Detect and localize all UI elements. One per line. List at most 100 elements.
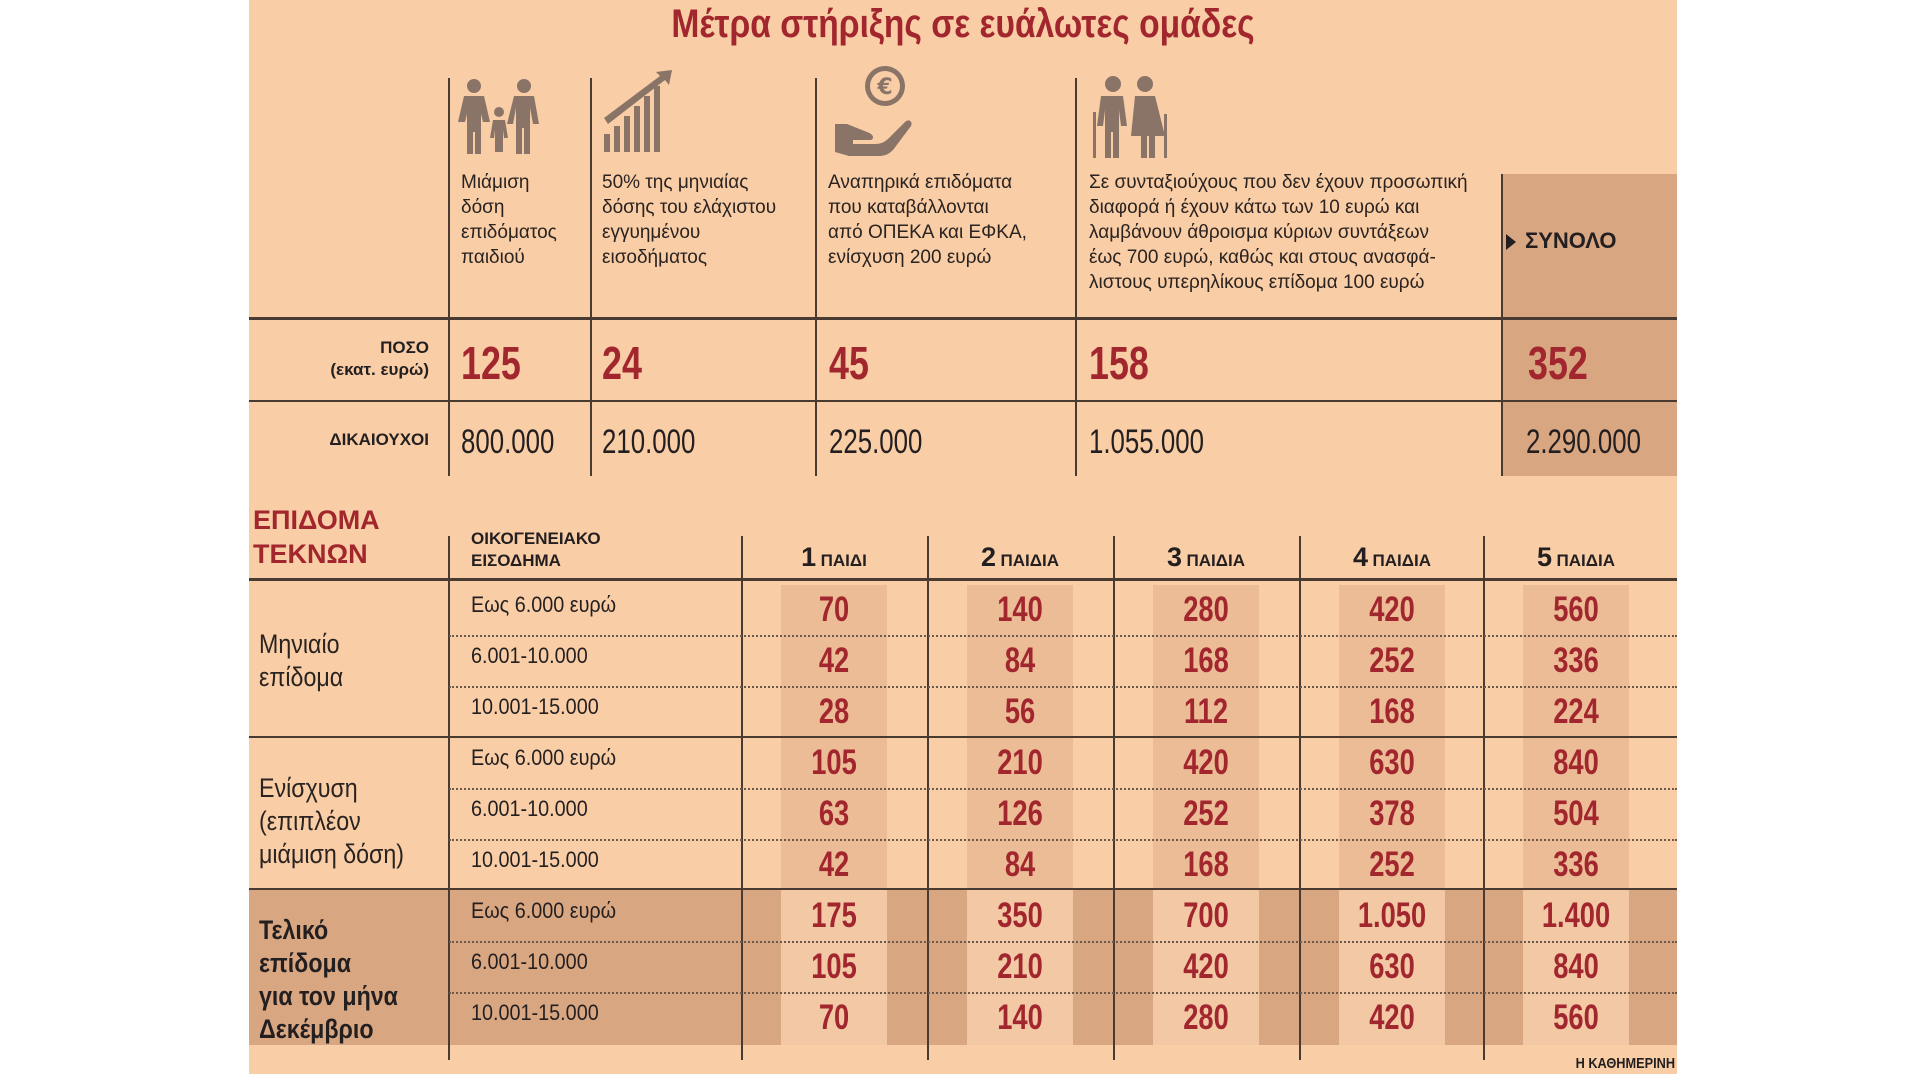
benefit-value: 280	[1183, 590, 1229, 629]
children-header-4: 4 ΠΑΙΔΙΑ	[1299, 540, 1485, 579]
beneficiaries-row-label: ΔΙΚΑΙΟΥΧΟΙ	[329, 430, 429, 449]
divider	[1483, 536, 1485, 1060]
header-rule	[249, 317, 1677, 320]
pointer-icon	[1506, 234, 1516, 250]
benefit-value: 350	[997, 896, 1043, 935]
benefit-value: 105	[811, 743, 857, 782]
divider	[927, 536, 929, 1060]
benefit-value: 378	[1369, 794, 1415, 833]
row-separator	[449, 788, 1677, 790]
final-benefit-band	[249, 888, 1677, 1045]
value-column-shade	[781, 888, 887, 1045]
infographic-title: Μέτρα στήριξης σε ευάλωτες ομάδες	[671, 2, 1255, 46]
children-word: ΠΑΙΔΙΑ	[1372, 551, 1431, 570]
growth-chart-icon	[604, 70, 672, 152]
children-word: ΠΑΙΔΙ	[820, 551, 867, 570]
benefit-value: 630	[1369, 743, 1415, 782]
group-rule	[249, 736, 1677, 738]
income-column-header: ΟΙΚΟΓΕΝΕΙΑΚΟ ΕΙΣΟΔΗΜΑ	[471, 528, 601, 572]
family-icon	[458, 79, 539, 154]
children-count: 4	[1353, 542, 1369, 572]
child-header-rule	[249, 578, 1677, 581]
source-credit: Η ΚΑΘΗΜΕΡΙΝΗ	[1575, 1055, 1675, 1072]
divider	[1113, 536, 1115, 1060]
measure-1-description: Μιάμιση δόση επιδόματος παιδιού	[461, 172, 557, 268]
benefit-value: 224	[1553, 692, 1599, 731]
benefit-value: 70	[818, 590, 850, 629]
benefit-value: 140	[997, 998, 1043, 1037]
benefit-value: 63	[818, 794, 850, 833]
children-word: ΠΑΙΔΙΑ	[1186, 551, 1245, 570]
benefit-value: 112	[1183, 692, 1229, 731]
income-bracket: 10.001-15.000	[471, 1000, 599, 1025]
benefit-value: 42	[818, 845, 850, 884]
income-bracket: Εως 6.000 ευρώ	[471, 592, 617, 617]
benefit-value: 280	[1183, 998, 1229, 1037]
value-column-shade	[967, 888, 1073, 1045]
total-column-bg	[1502, 174, 1677, 476]
children-header-1: 1 ΠΑΙΔΙ	[741, 540, 927, 579]
benefit-value: 420	[1369, 998, 1415, 1037]
benefit-value: 28	[818, 692, 850, 731]
children-header-2: 2 ΠΑΙΔΙΑ	[927, 540, 1113, 579]
benefit-value: 84	[1004, 845, 1036, 884]
income-bracket: 6.001-10.000	[471, 643, 588, 668]
income-bracket: Εως 6.000 ευρώ	[471, 745, 617, 770]
benefit-value: 504	[1553, 794, 1599, 833]
income-bracket: 6.001-10.000	[471, 949, 588, 974]
income-bracket: 6.001-10.000	[471, 796, 588, 821]
benefit-value: 700	[1183, 896, 1229, 935]
benefit-value: 336	[1553, 845, 1599, 884]
benefit-value: 630	[1369, 947, 1415, 986]
income-header-line2: ΕΙΣΟΔΗΜΑ	[471, 551, 561, 570]
infographic-sheet: Μέτρα στήριξης σε ευάλωτες ομάδες	[249, 0, 1677, 1080]
row-separator	[449, 839, 1677, 841]
measure-4-amount: 158	[1089, 337, 1149, 389]
benefit-value: 168	[1183, 641, 1229, 680]
group-label-1: Μηνιαίο επίδομα	[259, 629, 344, 692]
benefit-value: 168	[1183, 845, 1229, 884]
benefit-value: 560	[1553, 998, 1599, 1037]
measure-3-amount: 45	[829, 337, 869, 389]
children-header-5: 5 ΠΑΙΔΙΑ	[1483, 540, 1669, 579]
children-count: 1	[801, 542, 817, 572]
benefit-value: 560	[1553, 590, 1599, 629]
euro-hand-icon: €	[835, 66, 912, 156]
divider	[815, 78, 817, 476]
divider	[1501, 174, 1503, 476]
row-separator	[449, 686, 1677, 688]
benefit-value: 56	[1004, 692, 1036, 731]
children-count: 5	[1537, 542, 1553, 572]
divider	[741, 536, 743, 1060]
benefit-value: 126	[997, 794, 1043, 833]
children-count: 3	[1167, 542, 1183, 572]
amount-row-label: ΠΟΣΟ (εκατ. ευρώ)	[269, 337, 429, 381]
divider	[448, 78, 450, 476]
row-separator	[449, 992, 1677, 994]
total-label: ΣΥΝΟΛΟ	[1525, 228, 1617, 253]
benefit-value: 175	[811, 896, 857, 935]
divider	[1075, 78, 1077, 476]
row-separator	[449, 635, 1677, 637]
measure-3-description: Αναπηρικά επιδόματα που καταβάλλονται απ…	[828, 172, 1027, 268]
svg-text:€: €	[876, 75, 892, 100]
total-beneficiaries: 2.290.000	[1526, 423, 1641, 461]
income-bracket: 10.001-15.000	[471, 694, 599, 719]
group-label-3: Τελικό επίδομα για τον μήνα Δεκέμβριο	[259, 915, 398, 1044]
measure-3-beneficiaries: 225.000	[829, 423, 923, 461]
income-header-line1: ΟΙΚΟΓΕΝΕΙΑΚΟ	[471, 529, 601, 548]
value-column-shade	[1153, 888, 1259, 1045]
divider	[448, 536, 450, 1060]
benefit-value: 42	[818, 641, 850, 680]
row-rule	[249, 400, 1677, 402]
benefit-value: 252	[1369, 641, 1415, 680]
benefit-value: 84	[1004, 641, 1036, 680]
benefit-value: 252	[1369, 845, 1415, 884]
child-benefit-title-line2: ΤΕΚΝΩΝ	[253, 539, 368, 569]
benefit-value: 840	[1553, 743, 1599, 782]
measure-4-description: Σε συνταξιούχους που δεν έχουν προσωπική…	[1089, 172, 1468, 293]
divider	[1299, 536, 1301, 1060]
row-separator	[449, 941, 1677, 943]
benefit-value: 840	[1553, 947, 1599, 986]
value-column-shade	[1339, 888, 1445, 1045]
